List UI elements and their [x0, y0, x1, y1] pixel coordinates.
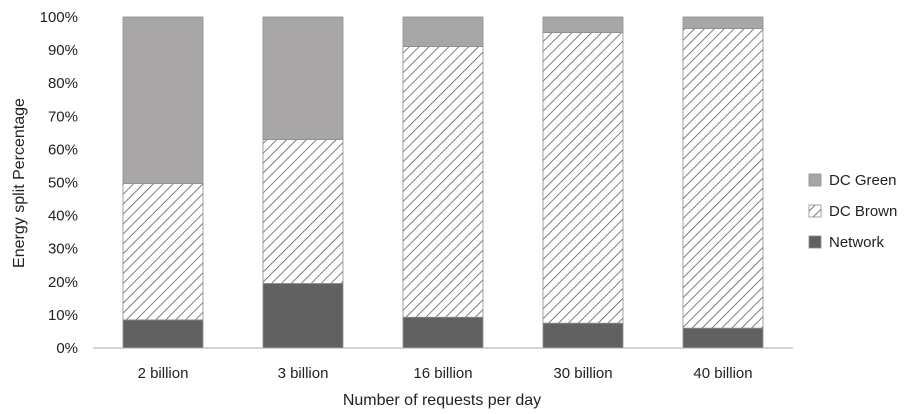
x-axis-label: Number of requests per day	[343, 392, 541, 409]
legend-swatch-dc-green	[808, 173, 822, 187]
bar-stack-16-billion	[402, 16, 484, 349]
bar-stack-30-billion	[542, 16, 624, 349]
legend-label-dc-green: DC Green	[829, 172, 897, 189]
bar-dc-brown-2-billion	[122, 183, 204, 321]
bar-dc-green-16-billion	[402, 16, 484, 47]
legend: DC Green DC Brown Network	[808, 172, 897, 251]
y-tick-label: 100%	[40, 9, 78, 26]
legend-item-network: Network	[808, 234, 885, 251]
y-tick-label: 90%	[48, 42, 78, 59]
bar-dc-brown-3-billion	[262, 139, 344, 284]
y-tick-label: 0%	[56, 340, 78, 357]
legend-item-dc-brown: DC Brown	[808, 203, 897, 220]
y-tick-label: 50%	[48, 175, 78, 192]
bar-network-40-billion	[682, 327, 764, 349]
bar-stack-40-billion	[682, 16, 764, 349]
y-tick-label: 80%	[48, 75, 78, 92]
x-tick-label: 40 billion	[693, 365, 752, 382]
bar-dc-green-30-billion	[542, 16, 624, 33]
x-tick-label: 2 billion	[138, 365, 189, 382]
legend-swatch-network	[808, 235, 822, 249]
bar-network-2-billion	[122, 319, 204, 349]
bar-dc-brown-30-billion	[542, 32, 624, 324]
x-tick-label: 3 billion	[278, 365, 329, 382]
y-tick-label: 60%	[48, 141, 78, 158]
x-tick-label: 16 billion	[413, 365, 472, 382]
y-tick-label: 70%	[48, 108, 78, 125]
bars	[122, 16, 764, 349]
x-tick-label: 30 billion	[553, 365, 612, 382]
bar-dc-green-3-billion	[262, 16, 344, 140]
legend-swatch-dc-brown	[808, 204, 822, 218]
y-axis-label: Energy split Percentage	[11, 98, 28, 268]
y-tick-label: 20%	[48, 274, 78, 291]
legend-item-dc-green: DC Green	[808, 172, 897, 189]
y-tick-label: 40%	[48, 208, 78, 225]
bar-dc-brown-40-billion	[682, 28, 764, 329]
bar-dc-green-40-billion	[682, 16, 764, 29]
y-tick-label: 10%	[48, 307, 78, 324]
bar-stack-3-billion	[262, 16, 344, 349]
bar-network-3-billion	[262, 283, 344, 349]
bar-dc-green-2-billion	[122, 16, 204, 184]
bar-stack-2-billion	[122, 16, 204, 349]
legend-label-dc-brown: DC Brown	[829, 203, 897, 220]
bar-dc-brown-16-billion	[402, 46, 484, 318]
x-axis-tick-labels: 2 billion 3 billion 16 billion 30 billion 40…	[138, 365, 753, 382]
bar-network-16-billion	[402, 316, 484, 349]
y-tick-label: 30%	[48, 241, 78, 258]
legend-label-network: Network	[829, 234, 885, 251]
y-axis-tick-labels: 0% 10% 20% 30% 40% 50% 60% 70% 80% 90% 100%	[40, 9, 78, 357]
bar-network-30-billion	[542, 322, 624, 349]
